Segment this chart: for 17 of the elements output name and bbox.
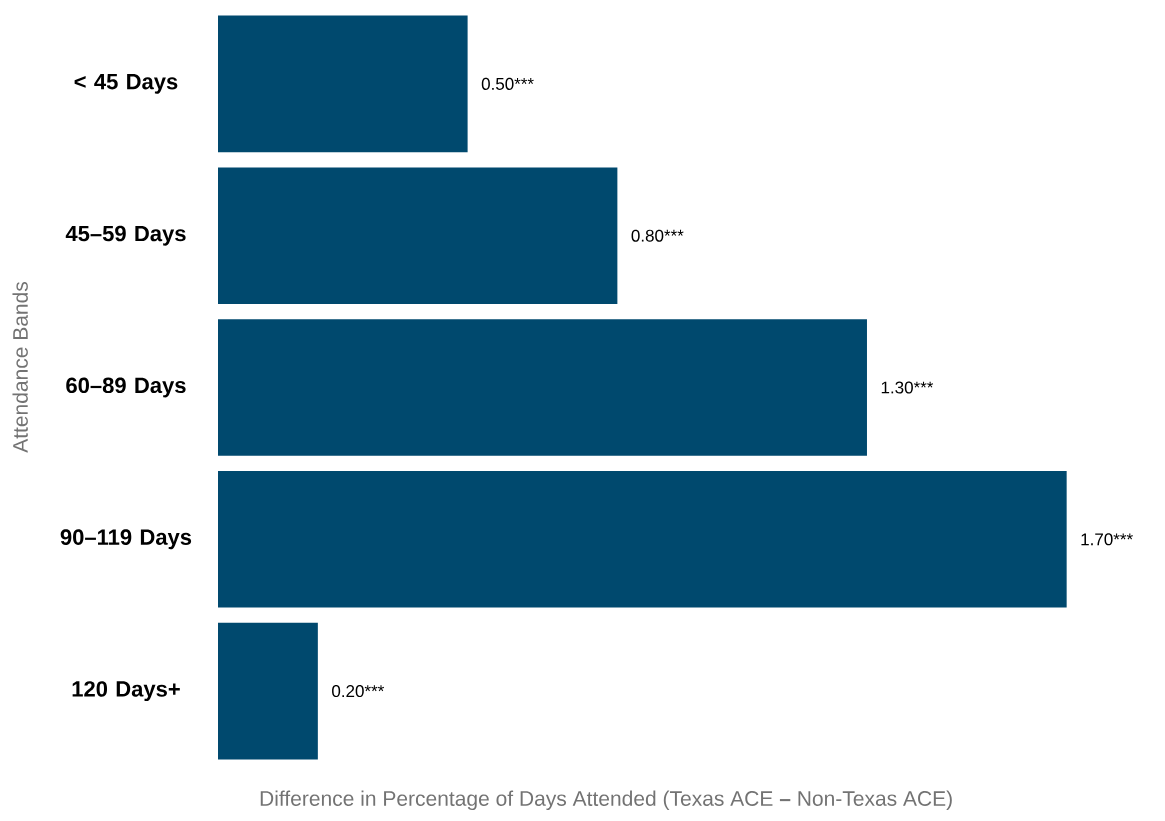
y-tick-label: 90–119 Days: [60, 529, 192, 550]
y-tick-label: < 45 Days: [74, 74, 178, 94]
data-label: 0.20***: [332, 685, 385, 698]
bar: [218, 167, 618, 305]
data-label: 1.30***: [881, 381, 934, 394]
bar: [218, 319, 867, 456]
data-label: 0.50***: [481, 77, 534, 90]
bar: [218, 622, 318, 760]
data-label: 0.80***: [631, 229, 684, 242]
y-axis-title: Attendance Bands: [12, 282, 28, 453]
y-tick-label: 45–59 Days: [65, 225, 186, 246]
x-axis-title: Difference in Percentage of Days Attended (Texas ACE – Non-Texas ACE): [260, 790, 952, 811]
y-tick-label: 60–89 Days: [66, 377, 186, 398]
bar: [218, 15, 468, 153]
y-tick-label: 120 Days+: [72, 681, 180, 702]
bar: [218, 470, 1067, 608]
data-label: 1.70***: [1081, 533, 1133, 546]
